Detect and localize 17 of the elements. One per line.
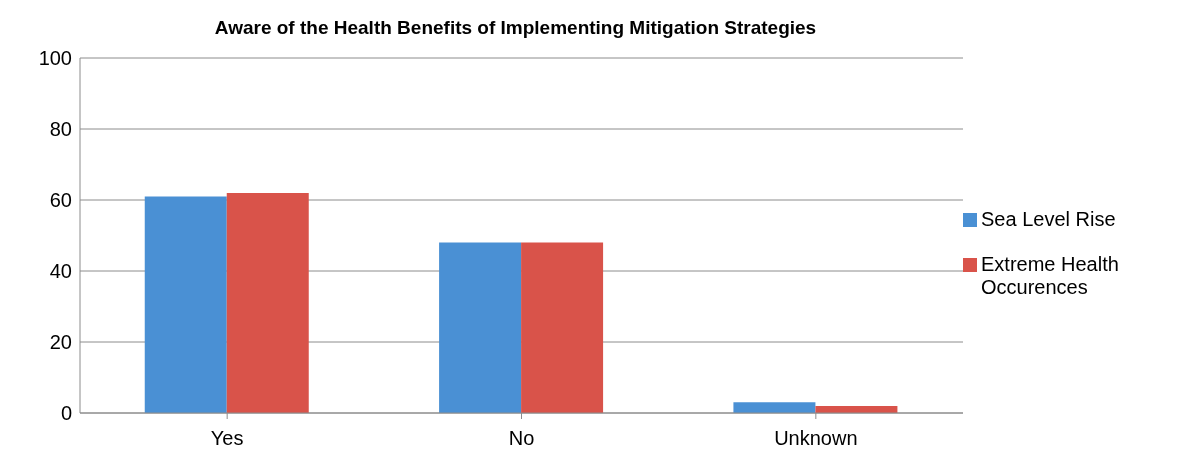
bar xyxy=(144,196,227,413)
bar xyxy=(439,242,522,413)
legend-label: Extreme Health Occurences xyxy=(981,252,1120,299)
y-tick-label: 0 xyxy=(60,402,72,425)
x-tick-label: Unknown xyxy=(774,427,858,450)
bar xyxy=(733,402,816,413)
x-tick-label: No xyxy=(508,427,535,450)
bar xyxy=(226,192,309,413)
y-tick-label: 100 xyxy=(38,47,72,70)
legend-label: Sea Level Rise xyxy=(981,207,1117,231)
y-tick-label: 40 xyxy=(49,260,72,283)
bar xyxy=(521,242,604,413)
y-tick-label: 60 xyxy=(49,189,72,212)
chart-title: Aware of the Health Benefits of Implementing Mitigation Strategies xyxy=(213,16,818,40)
y-tick-label: 20 xyxy=(49,331,72,354)
x-tick-label: Yes xyxy=(210,427,244,450)
y-tick-label: 80 xyxy=(49,118,72,141)
